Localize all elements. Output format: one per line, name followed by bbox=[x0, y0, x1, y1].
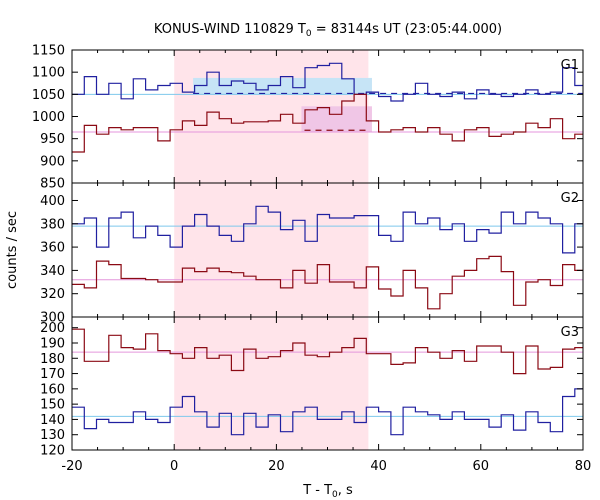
g1-y-tick-label: 1000 bbox=[32, 110, 65, 125]
g3-y-tick-label: 150 bbox=[40, 398, 65, 413]
x-axis-label: T - T0, s bbox=[302, 483, 353, 500]
g3-y-tick-label: 120 bbox=[40, 444, 65, 459]
chart-title-main: KONUS-WIND 110829 T bbox=[154, 22, 306, 37]
g1-y-tick-label: 1150 bbox=[32, 44, 65, 59]
g3-y-tick-label: 170 bbox=[40, 367, 65, 382]
chart-title-rest: = 83144s UT (23:05:44.000) bbox=[312, 22, 502, 37]
g1-highlight-block-2 bbox=[301, 106, 372, 133]
g1-y-tick-label: 1050 bbox=[32, 88, 65, 103]
x-tick-label: 80 bbox=[575, 459, 592, 474]
g3-y-tick-label: 190 bbox=[40, 336, 65, 351]
x-tick-label: 60 bbox=[473, 459, 490, 474]
g2-y-tick-label: 340 bbox=[40, 264, 65, 279]
g3-panel-label: G3 bbox=[561, 325, 579, 340]
x-axis-label-main: T - T bbox=[302, 483, 332, 498]
highlight-layer bbox=[193, 77, 372, 133]
g3-y-tick-label: 140 bbox=[40, 413, 65, 428]
g1-y-tick-label: 900 bbox=[40, 154, 65, 169]
x-tick-label: 40 bbox=[370, 459, 387, 474]
x-axis-label-unit: , s bbox=[338, 483, 353, 498]
g1-series-blue-line bbox=[72, 62, 583, 102]
g3-y-tick-label: 130 bbox=[40, 428, 65, 443]
g3-y-tick-label: 180 bbox=[40, 352, 65, 367]
g2-y-tick-label: 300 bbox=[40, 311, 65, 326]
g1-y-tick-label: 950 bbox=[40, 132, 65, 147]
series-layer bbox=[72, 62, 583, 436]
chart-title-subscript: 0 bbox=[306, 29, 312, 39]
dashed-lines-layer bbox=[193, 92, 583, 131]
y-axis-label: counts / sec bbox=[5, 211, 20, 289]
g2-y-tick-label: 320 bbox=[40, 287, 65, 302]
x-tick-label: -20 bbox=[61, 459, 82, 474]
g2-y-tick-label: 380 bbox=[40, 217, 65, 232]
g3-series-blue-line bbox=[72, 388, 583, 436]
g2-y-tick-label: 400 bbox=[40, 194, 65, 209]
g1-highlight-block-1 bbox=[193, 77, 372, 95]
chart-title: KONUS-WIND 110829 T0 = 83144s UT (23:05:… bbox=[154, 22, 502, 39]
g1-y-tick-label: 1100 bbox=[32, 66, 65, 81]
x-tick-label: 0 bbox=[170, 459, 178, 474]
tick-label-layer: 850 900 950 1000 1050 1100 1150 G1 300 320 340 360 3… bbox=[32, 44, 591, 475]
x-tick-label: 20 bbox=[268, 459, 285, 474]
g1-y-tick-label: 850 bbox=[40, 177, 65, 192]
g2-panel-label: G2 bbox=[561, 191, 579, 206]
x-axis-label-subscript: 0 bbox=[332, 490, 338, 500]
g2-series-blue-line bbox=[72, 205, 583, 254]
g3-y-tick-label: 200 bbox=[40, 321, 65, 336]
g3-series-red-line bbox=[72, 328, 583, 375]
g1-series-red-line bbox=[72, 93, 583, 153]
axes-layer bbox=[71, 49, 584, 451]
g3-y-tick-label: 160 bbox=[40, 382, 65, 397]
g1-panel-label: G1 bbox=[561, 58, 579, 73]
g2-y-tick-label: 360 bbox=[40, 241, 65, 256]
g2-series-red-line bbox=[72, 255, 583, 310]
